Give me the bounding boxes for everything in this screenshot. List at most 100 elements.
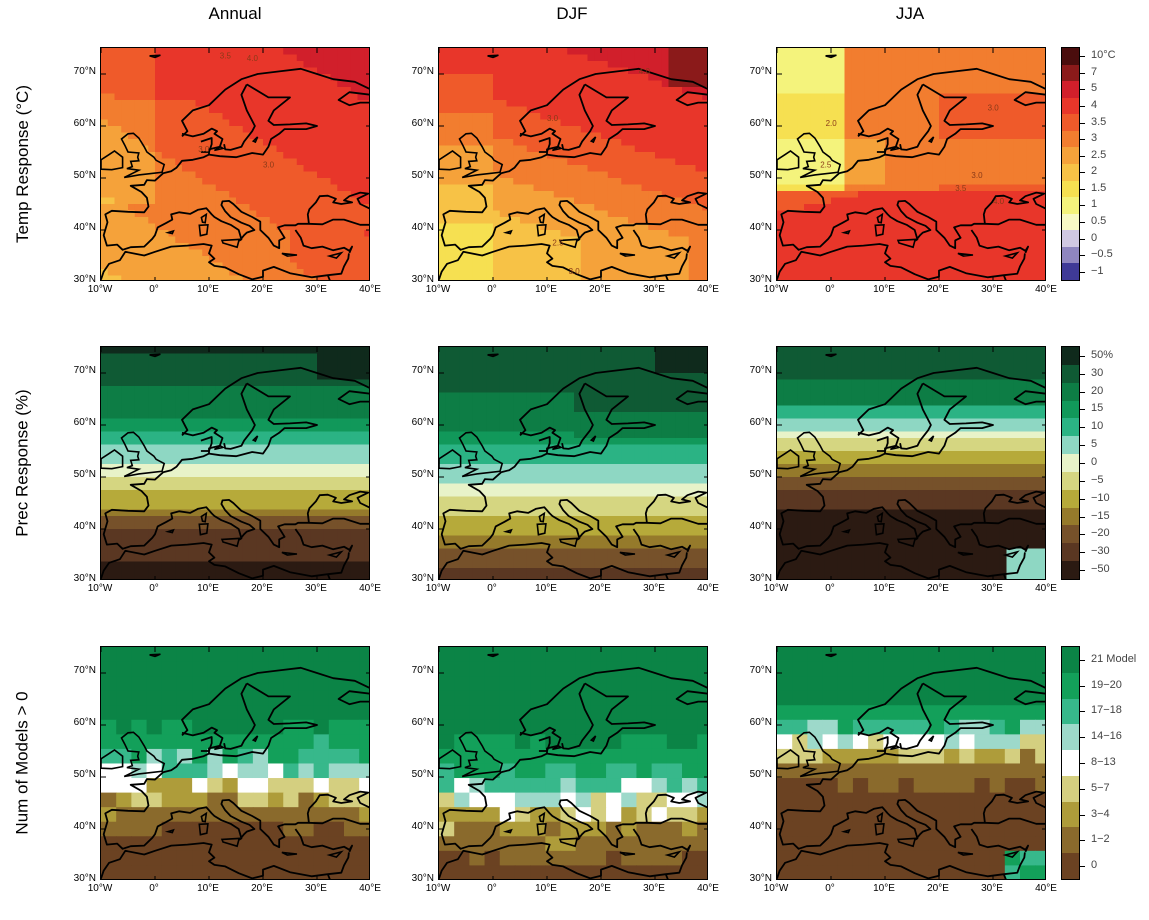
island-outline bbox=[281, 252, 298, 257]
latitude-label: 70°N bbox=[749, 365, 772, 376]
coastline bbox=[561, 682, 594, 750]
coastline bbox=[970, 229, 1029, 254]
longitude-label: 40°E bbox=[1035, 284, 1057, 295]
contour-label: 4.0 bbox=[993, 197, 1005, 206]
contour-label: 4.0 bbox=[639, 67, 651, 76]
colorbar-swatch bbox=[1062, 471, 1079, 490]
coastline bbox=[538, 436, 551, 452]
coastline bbox=[1002, 573, 1007, 579]
longitude-label: 0° bbox=[149, 583, 159, 594]
island-outline bbox=[1002, 251, 1020, 260]
island-outline bbox=[796, 731, 842, 778]
island-outline bbox=[536, 822, 547, 836]
longitude-label: 10°E bbox=[535, 883, 557, 894]
colorbar-label: 1−2 bbox=[1091, 833, 1110, 846]
longitude-label: 0° bbox=[825, 883, 835, 894]
island-outline bbox=[874, 822, 885, 836]
colorbar-swatch bbox=[1062, 400, 1079, 419]
column-title-jja: JJA bbox=[895, 4, 925, 23]
colorbar-label: 15 bbox=[1091, 402, 1104, 415]
colorbar-swatch bbox=[1062, 672, 1079, 699]
map-panel-models-jja bbox=[776, 646, 1046, 880]
colorbar-tick bbox=[1080, 445, 1085, 447]
longitude-label: 40°E bbox=[1035, 583, 1057, 594]
coastline bbox=[884, 83, 994, 159]
latitude-label: 40°N bbox=[73, 821, 96, 832]
coastline bbox=[102, 153, 369, 251]
island-outline bbox=[896, 238, 917, 249]
map-panel-prec-annual bbox=[100, 346, 370, 580]
colorbar-tick bbox=[1080, 570, 1085, 572]
colorbar-swatch bbox=[1062, 436, 1079, 455]
coastline bbox=[646, 517, 707, 525]
colorbar-tick bbox=[1080, 480, 1085, 482]
island-outline bbox=[164, 229, 175, 235]
latitude-label: 50°N bbox=[73, 769, 96, 780]
map-canvas: 3.5 4.0 3.0 3.0 bbox=[101, 48, 369, 280]
coastline bbox=[519, 67, 707, 138]
coastline bbox=[857, 426, 900, 447]
latitude-label: 60°N bbox=[411, 717, 434, 728]
island-outline bbox=[538, 212, 546, 224]
island-outline bbox=[825, 353, 837, 358]
coastline bbox=[439, 542, 688, 579]
latitude-label: 60°N bbox=[73, 717, 96, 728]
latitude-label: 40°N bbox=[749, 521, 772, 532]
latitude-label: 50°N bbox=[749, 170, 772, 181]
colorbar-label: −20 bbox=[1091, 527, 1110, 540]
island-outline bbox=[957, 252, 974, 257]
colorbar-label: −50 bbox=[1091, 563, 1110, 576]
colorbar-swatch bbox=[1062, 853, 1079, 879]
latitude-label: 60°N bbox=[73, 417, 96, 428]
colorbar-tick bbox=[1080, 409, 1085, 411]
colorbar-tick bbox=[1080, 56, 1085, 58]
latitude-label: 50°N bbox=[73, 170, 96, 181]
island-outline bbox=[589, 735, 597, 743]
longitude-label: 20°E bbox=[251, 284, 273, 295]
colorbar-swatch bbox=[1062, 64, 1079, 82]
coastline bbox=[857, 726, 900, 747]
latitude-label: 30°N bbox=[73, 873, 96, 884]
colorbar-label: 10°C bbox=[1091, 49, 1116, 62]
colorbar-swatch bbox=[1062, 147, 1079, 164]
island-outline bbox=[664, 850, 682, 859]
latitude-label: 40°N bbox=[411, 521, 434, 532]
coastline bbox=[984, 817, 1045, 825]
island-outline bbox=[876, 511, 884, 523]
coastline bbox=[777, 243, 1026, 280]
colorbar-tick bbox=[1080, 355, 1085, 357]
colorbar-tick bbox=[1080, 172, 1085, 174]
island-outline bbox=[213, 145, 226, 152]
colorbar-tick bbox=[1080, 840, 1085, 842]
colorbar-swatch bbox=[1062, 418, 1079, 437]
coastline bbox=[884, 382, 994, 458]
latitude-label: 30°N bbox=[749, 573, 772, 584]
island-outline bbox=[927, 435, 935, 443]
coastline bbox=[308, 817, 369, 825]
colorbar-swatch bbox=[1062, 507, 1079, 526]
longitude-label: 30°E bbox=[305, 883, 327, 894]
island-outline bbox=[101, 749, 124, 770]
colorbar-label: 1.5 bbox=[1091, 181, 1107, 194]
island-outline bbox=[220, 837, 241, 848]
island-outline bbox=[149, 353, 161, 358]
colorbar-label: 3 bbox=[1091, 132, 1098, 145]
island-outline bbox=[840, 828, 851, 834]
colorbar-tick bbox=[1080, 534, 1085, 536]
island-outline bbox=[840, 528, 851, 534]
longitude-label: 40°E bbox=[697, 583, 719, 594]
latitude-label: 40°N bbox=[749, 222, 772, 233]
colorbar-label: 10 bbox=[1091, 420, 1104, 433]
island-outline bbox=[889, 145, 902, 152]
island-outline bbox=[326, 550, 344, 559]
island-outline bbox=[487, 54, 499, 59]
island-outline bbox=[957, 551, 974, 556]
island-outline bbox=[896, 537, 917, 548]
coastline bbox=[326, 573, 331, 579]
longitude-label: 0° bbox=[825, 583, 835, 594]
latitude-label: 40°N bbox=[73, 521, 96, 532]
coastline bbox=[632, 828, 691, 853]
island-outline bbox=[796, 132, 842, 179]
column-title-djf: DJF bbox=[556, 4, 588, 23]
coastline bbox=[181, 426, 224, 447]
